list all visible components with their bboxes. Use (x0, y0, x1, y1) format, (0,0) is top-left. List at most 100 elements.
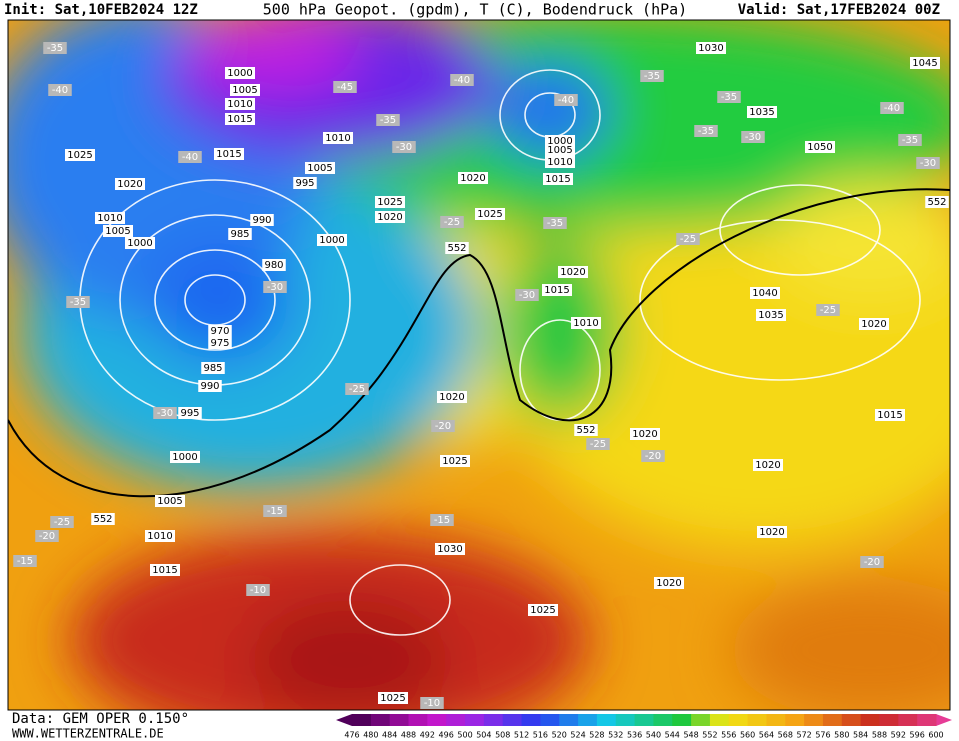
temperature-label-bg (640, 70, 664, 82)
isobar-label: 1025 (442, 456, 467, 467)
temperature-label-bg (916, 157, 940, 169)
isobar-label: 1000 (172, 452, 197, 463)
isobar-label-bg (375, 211, 405, 223)
isobar-label: 990 (200, 381, 219, 392)
website: WWW.WETTERZENTRALE.DE (12, 727, 164, 741)
temperature-label: -25 (680, 234, 696, 245)
colorbar-label: 568 (778, 731, 793, 740)
isobar-label-bg (230, 84, 260, 96)
data-source: Data: GEM OPER 0.150° (12, 711, 189, 727)
colorbar-swatch (465, 714, 485, 726)
isobar-label: 1000 (319, 235, 344, 246)
isobar-label-bg (440, 455, 470, 467)
isobar-label-bg (571, 317, 601, 329)
isobar-label-bg (208, 337, 232, 349)
colorbar-label: 488 (401, 731, 416, 740)
isobar-label: 1010 (97, 213, 122, 224)
isobar-label: 1020 (632, 429, 657, 440)
colorbar-label: 536 (627, 731, 642, 740)
temperature-label-bg (392, 141, 416, 153)
isobar-label: 1020 (861, 319, 886, 330)
temperature-label-bg (543, 217, 567, 229)
isobar-label: 1005 (307, 163, 332, 174)
isobar-label: 1000 (547, 136, 572, 147)
temperature-label: -35 (47, 43, 63, 54)
colorbar-label: 528 (589, 731, 604, 740)
temperature-label: -20 (39, 531, 55, 542)
colorbar-label: 532 (608, 731, 623, 740)
isobar-label-bg (458, 172, 488, 184)
geopotential-label: 552 (927, 197, 946, 208)
temperature-label-bg (43, 42, 67, 54)
isobar-label: 1010 (325, 133, 350, 144)
isobar-label-bg (805, 141, 835, 153)
colorbar-swatch (672, 714, 692, 726)
temperature-label: -45 (337, 82, 353, 93)
colorbar-swatch (427, 714, 447, 726)
colorbar-swatch (578, 714, 598, 726)
colorbar-swatch (352, 714, 372, 726)
colorbar-swatch (879, 714, 899, 726)
temperature-label: -35 (70, 297, 86, 308)
isobar-label: 985 (203, 363, 222, 374)
colorbar-label: 476 (344, 731, 359, 740)
isobar-label-bg (475, 208, 505, 220)
geopotential-label-bg (925, 196, 949, 208)
isobar-label: 990 (252, 215, 271, 226)
isobar-label: 1015 (545, 174, 570, 185)
colorbar-swatch (860, 714, 880, 726)
colorbar-label: 500 (457, 731, 472, 740)
temperature-label-bg (345, 383, 369, 395)
isobar-label-bg (528, 604, 558, 616)
colorbar-swatch (747, 714, 767, 726)
colorbar-label: 576 (815, 731, 830, 740)
isobar-label: 1005 (157, 496, 182, 507)
isobar-label: 1020 (755, 460, 780, 471)
temperature-label: -40 (454, 75, 470, 86)
isobar-label: 1025 (477, 209, 502, 220)
temperature-label-bg (50, 516, 74, 528)
temperature-label: -30 (267, 282, 283, 293)
colorbar-label: 596 (910, 731, 925, 740)
isobar-label-bg (225, 67, 255, 79)
temperature-label: -25 (820, 305, 836, 316)
isobar-label-bg (225, 113, 255, 125)
isobar-label: 1010 (547, 157, 572, 168)
isobar-label-bg (753, 459, 783, 471)
isobar-label-bg (95, 212, 125, 224)
isobar-label-bg (262, 259, 286, 271)
temperature-label: -40 (182, 152, 198, 163)
temperature-label-bg (880, 102, 904, 114)
isobar-label: 1015 (216, 149, 241, 160)
isobar-label: 1015 (152, 565, 177, 576)
temperature-label-bg (13, 555, 37, 567)
temperature-label-bg (430, 514, 454, 526)
isobar-label: 980 (264, 260, 283, 271)
colorbar-swatch (521, 714, 541, 726)
isobar-label: 1020 (560, 267, 585, 278)
geopotential-label-bg (91, 513, 115, 525)
isobar-label: 1020 (656, 578, 681, 589)
isobar-label: 1005 (232, 85, 257, 96)
isobar-label-bg (208, 325, 232, 337)
colorbar-swatch (540, 714, 560, 726)
temperature-label-bg (376, 114, 400, 126)
temperature-label: -10 (424, 698, 440, 709)
temperature-label: -30 (745, 132, 761, 143)
colorbar-swatch (785, 714, 805, 726)
temperature-label-bg (420, 697, 444, 709)
temperature-label-bg (263, 505, 287, 517)
isobar-label: 1005 (547, 145, 572, 156)
temperature-label: -30 (920, 158, 936, 169)
isobar-label-bg (125, 237, 155, 249)
temperature-label-bg (717, 91, 741, 103)
colorbar-label: 508 (495, 731, 510, 740)
isobar-label: 1020 (460, 173, 485, 184)
isobar-label-bg (910, 57, 940, 69)
colorbar-swatch (709, 714, 730, 726)
geopotential-label-bg (574, 424, 598, 436)
temperature-label: -15 (434, 515, 450, 526)
colorbar-label: 516 (533, 731, 548, 740)
isobar-label: 1005 (105, 226, 130, 237)
